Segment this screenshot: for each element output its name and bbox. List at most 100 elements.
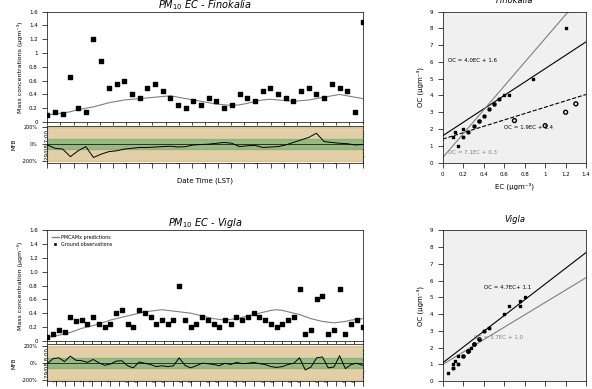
Point <box>304 84 314 91</box>
Point <box>469 341 478 347</box>
Ground observations <box>60 329 69 336</box>
Point <box>89 36 98 42</box>
Ground observations <box>214 324 224 330</box>
Ground observations <box>100 324 110 330</box>
Ground observations <box>66 314 75 320</box>
Point <box>500 92 509 98</box>
Title: $PM_{10}$ EC - Finokalia: $PM_{10}$ EC - Finokalia <box>158 0 252 12</box>
Point <box>500 311 509 317</box>
Point <box>96 58 106 65</box>
Ground observations <box>255 314 264 320</box>
Y-axis label: MFB: MFB <box>11 138 17 150</box>
Point <box>464 129 473 135</box>
Y-axis label: Mass concentrations (μgm⁻³): Mass concentrations (μgm⁻³) <box>17 21 23 112</box>
Point <box>448 134 458 140</box>
Bar <box>47 346 362 380</box>
Ground observations <box>123 321 133 327</box>
Point <box>474 336 483 342</box>
Ground observations <box>231 314 241 320</box>
Point <box>150 81 160 87</box>
Ground observations <box>266 321 276 327</box>
PMCAMx predictions <box>244 314 252 318</box>
Text: OC = 7.1EC + 0.3: OC = 7.1EC + 0.3 <box>448 150 497 155</box>
Point <box>464 129 473 135</box>
Point <box>489 101 498 107</box>
Point <box>464 348 473 354</box>
Point <box>459 353 468 359</box>
Ground observations <box>180 317 189 323</box>
Text: OC = 4.7EC+ 1.1: OC = 4.7EC+ 1.1 <box>484 285 531 290</box>
Ground observations <box>146 314 155 320</box>
Point <box>474 117 483 124</box>
Point <box>464 348 473 354</box>
Point <box>166 95 175 101</box>
Ground observations <box>289 314 298 320</box>
Line: PMCAMx predictions: PMCAMx predictions <box>47 310 362 337</box>
Ground observations <box>312 296 321 303</box>
Point <box>173 102 183 108</box>
Point <box>443 370 453 376</box>
Point <box>250 98 260 105</box>
Point <box>474 117 483 124</box>
Point <box>451 358 460 364</box>
Point <box>474 117 483 124</box>
Point <box>334 84 344 91</box>
Point <box>474 117 483 124</box>
Point <box>464 348 473 354</box>
Point <box>469 123 478 129</box>
Point <box>66 74 75 80</box>
Point <box>479 112 488 119</box>
Point <box>459 353 468 359</box>
Ground observations <box>43 334 52 340</box>
Ground observations <box>134 307 144 313</box>
Ground observations <box>220 317 230 323</box>
Title: $PM_{10}$ EC - Vigla: $PM_{10}$ EC - Vigla <box>168 216 242 230</box>
PMCAMx predictions <box>256 311 263 315</box>
Point <box>474 336 483 342</box>
Ground observations <box>295 286 304 292</box>
Ground observations <box>278 321 287 327</box>
Title: Vigla: Vigla <box>504 215 525 224</box>
Point <box>235 91 244 98</box>
Ground observations <box>237 317 247 323</box>
Point <box>469 341 478 347</box>
Ground observations <box>340 331 350 337</box>
Point <box>479 328 488 334</box>
Point <box>494 96 504 102</box>
Ground observations <box>128 324 138 330</box>
Point <box>459 353 468 359</box>
Point <box>469 123 478 129</box>
PMCAMx predictions <box>159 307 166 312</box>
Point <box>479 328 488 334</box>
Point <box>474 117 483 124</box>
Point <box>453 353 463 359</box>
Point <box>489 101 498 107</box>
Point <box>220 105 229 111</box>
Point <box>479 112 488 119</box>
Point <box>474 336 483 342</box>
Y-axis label: Mass concentration (μgm⁻³): Mass concentration (μgm⁻³) <box>17 242 23 330</box>
Point <box>489 101 498 107</box>
Point <box>540 123 550 129</box>
Point <box>464 348 473 354</box>
Ground observations <box>209 321 218 327</box>
Point <box>474 336 483 342</box>
Ground observations <box>226 321 236 327</box>
Point <box>474 336 483 342</box>
Point <box>464 348 473 354</box>
Point <box>181 105 191 111</box>
Point <box>459 134 468 140</box>
Point <box>459 126 468 132</box>
Ground observations <box>77 317 86 323</box>
Point <box>474 336 483 342</box>
Ground observations <box>157 317 167 323</box>
Point <box>243 95 252 101</box>
Point <box>43 112 52 118</box>
PMCAMx predictions <box>359 316 366 321</box>
Ground observations <box>169 317 178 323</box>
Point <box>212 98 221 105</box>
Ground observations <box>140 310 150 316</box>
Ground observations <box>105 321 115 327</box>
Title: Finokalia: Finokalia <box>496 0 533 5</box>
Point <box>350 109 359 115</box>
